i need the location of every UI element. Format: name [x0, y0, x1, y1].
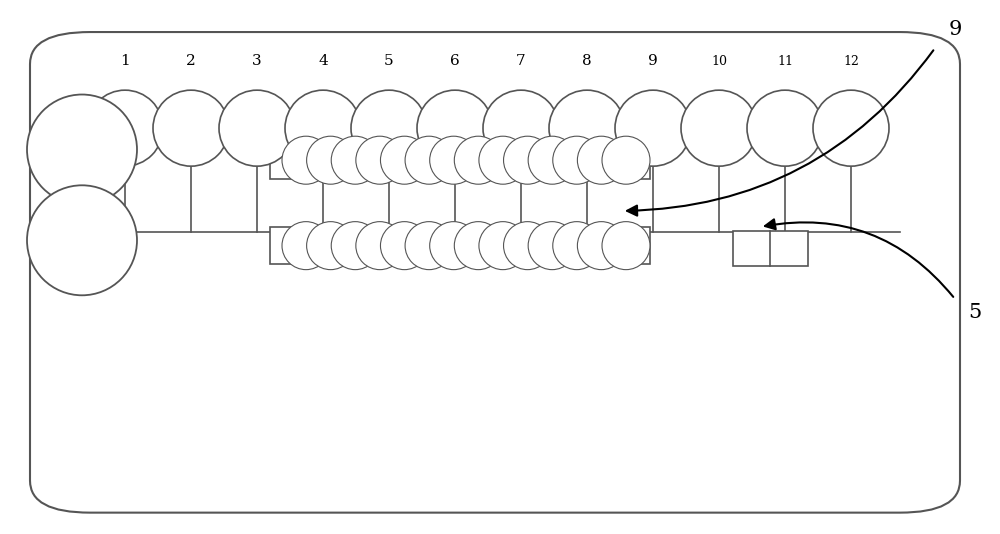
Ellipse shape: [282, 222, 330, 270]
Text: 8: 8: [582, 54, 592, 68]
Ellipse shape: [528, 136, 576, 184]
Ellipse shape: [417, 90, 493, 166]
Text: 1: 1: [120, 54, 130, 68]
Text: 6: 6: [450, 54, 460, 68]
Ellipse shape: [813, 90, 889, 166]
Ellipse shape: [681, 90, 757, 166]
Ellipse shape: [87, 90, 163, 166]
Ellipse shape: [380, 222, 428, 270]
Ellipse shape: [553, 136, 601, 184]
FancyBboxPatch shape: [30, 32, 960, 513]
Ellipse shape: [602, 222, 650, 270]
Ellipse shape: [307, 136, 355, 184]
Bar: [270, 142, 650, 179]
Ellipse shape: [307, 222, 355, 270]
Ellipse shape: [331, 136, 379, 184]
Ellipse shape: [27, 95, 137, 205]
Bar: [270, 227, 650, 264]
Ellipse shape: [356, 222, 404, 270]
Text: 5: 5: [384, 54, 394, 68]
Ellipse shape: [602, 136, 650, 184]
Ellipse shape: [479, 136, 527, 184]
Ellipse shape: [479, 222, 527, 270]
Ellipse shape: [454, 136, 502, 184]
Text: 5: 5: [968, 303, 982, 322]
Ellipse shape: [577, 136, 625, 184]
Ellipse shape: [331, 222, 379, 270]
Text: 4: 4: [318, 54, 328, 68]
Text: 12: 12: [843, 55, 859, 68]
Ellipse shape: [430, 136, 478, 184]
Ellipse shape: [615, 90, 691, 166]
Ellipse shape: [285, 90, 361, 166]
Ellipse shape: [219, 90, 295, 166]
Text: 7: 7: [516, 54, 526, 68]
Ellipse shape: [549, 90, 625, 166]
Ellipse shape: [504, 222, 552, 270]
Ellipse shape: [356, 136, 404, 184]
Ellipse shape: [27, 185, 137, 295]
Ellipse shape: [405, 222, 453, 270]
Ellipse shape: [483, 90, 559, 166]
Ellipse shape: [528, 222, 576, 270]
Text: 2: 2: [186, 54, 196, 68]
Ellipse shape: [504, 136, 552, 184]
Ellipse shape: [430, 222, 478, 270]
Text: 9: 9: [948, 20, 962, 39]
Text: 9: 9: [648, 54, 658, 68]
Ellipse shape: [553, 222, 601, 270]
Bar: [732, 231, 808, 265]
Ellipse shape: [577, 222, 625, 270]
Ellipse shape: [282, 136, 330, 184]
Ellipse shape: [747, 90, 823, 166]
Text: 10: 10: [711, 55, 727, 68]
Ellipse shape: [153, 90, 229, 166]
Ellipse shape: [405, 136, 453, 184]
Ellipse shape: [351, 90, 427, 166]
Text: 3: 3: [252, 54, 262, 68]
Text: 11: 11: [777, 55, 793, 68]
Ellipse shape: [454, 222, 502, 270]
Ellipse shape: [380, 136, 428, 184]
